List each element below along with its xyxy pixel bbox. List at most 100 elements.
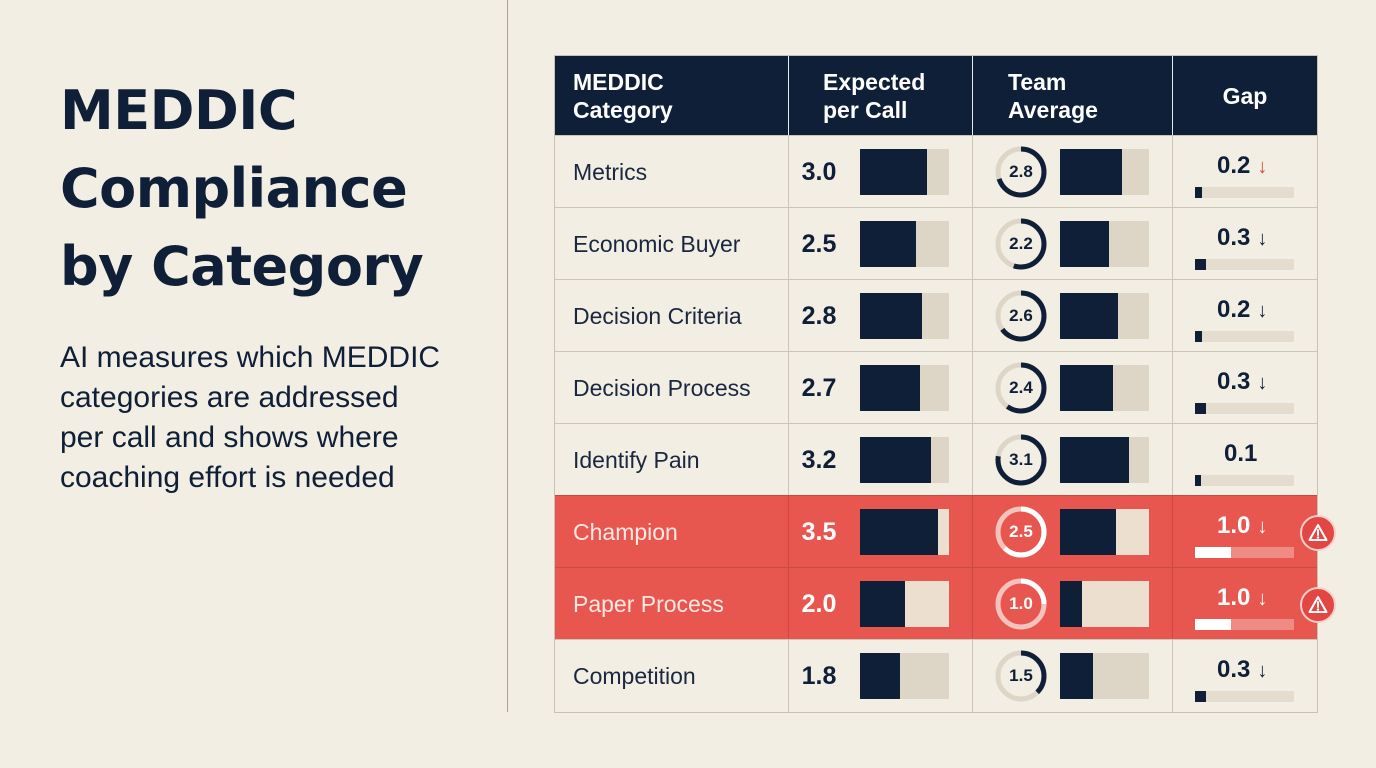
down-arrow-icon: ↓ xyxy=(1257,156,1268,178)
expected-bar xyxy=(860,581,905,627)
team-bar xyxy=(1060,221,1109,267)
table-row: Identify Pain 3.2 3.1 0.1 xyxy=(555,423,1317,496)
down-arrow-icon: ↓ xyxy=(1257,660,1268,682)
column-separator xyxy=(788,496,789,568)
table-row: Competition 1.8 1.5 0.3 ↓ xyxy=(555,639,1317,712)
team-bar-track xyxy=(1060,509,1149,555)
category-label: Identify Pain xyxy=(573,447,700,473)
ring-progress xyxy=(995,650,1047,702)
gap-bar xyxy=(1195,691,1206,702)
gap-value: 0.3 xyxy=(1217,368,1251,395)
team-average-ring xyxy=(995,506,1047,558)
page-subtitle: AI measures which MEDDIC categories are … xyxy=(60,338,480,498)
ring-progress xyxy=(995,578,1047,630)
gap-value: 0.3 xyxy=(1217,224,1251,251)
team-bar xyxy=(1060,653,1094,699)
expected-bar xyxy=(860,437,932,483)
vertical-divider xyxy=(507,0,508,712)
team-average-value: 2.2 xyxy=(1009,234,1033,253)
gap-bar xyxy=(1195,403,1206,414)
team-bar xyxy=(1060,365,1114,411)
gap-bar-track xyxy=(1195,547,1294,558)
column-separator xyxy=(1172,208,1173,280)
expected-bar-track xyxy=(860,221,949,267)
header-team: Team Average xyxy=(1008,56,1168,136)
table-row: Metrics 3.0 2.8 0.2 ↓ xyxy=(555,135,1317,208)
expected-bar xyxy=(860,149,927,195)
header-category-line: MEDDIC xyxy=(573,69,664,95)
team-bar-track xyxy=(1060,221,1149,267)
header-category-line: Category xyxy=(573,97,673,123)
column-separator xyxy=(788,568,789,640)
category-label: Metrics xyxy=(573,159,648,185)
gap-cell: 0.2 ↓ xyxy=(1195,152,1317,180)
expected-value: 2.5 xyxy=(801,230,837,258)
team-average-value: 1.5 xyxy=(1009,666,1033,685)
gap-cell: 1.0 ↓ xyxy=(1195,584,1317,612)
subtitle-line: AI measures which MEDDIC xyxy=(60,341,441,374)
team-bar-track xyxy=(1060,293,1149,339)
gap-cell: 0.3 ↓ xyxy=(1195,656,1317,684)
team-average-value: 2.5 xyxy=(1009,522,1033,541)
table-row: Paper Process 2.0 1.0 1.0 ↓ xyxy=(555,567,1336,640)
expected-bar xyxy=(860,221,916,267)
header-expected-line: per Call xyxy=(823,97,908,123)
down-arrow-icon: ↓ xyxy=(1257,372,1268,394)
gap-cell: 0.3 ↓ xyxy=(1195,368,1317,396)
team-average-ring xyxy=(995,218,1047,270)
table-row: Champion 3.5 2.5 1.0 ↓ xyxy=(555,495,1336,568)
title-line: Compliance xyxy=(60,157,408,220)
gap-value: 0.2 xyxy=(1217,296,1251,323)
team-average-ring xyxy=(995,434,1047,486)
team-bar-track xyxy=(1060,437,1149,483)
header-gap-line: Gap xyxy=(1222,83,1268,109)
header-separator xyxy=(972,56,973,136)
gap-bar xyxy=(1195,547,1231,558)
column-separator xyxy=(1172,424,1173,496)
category-label: Champion xyxy=(573,519,678,545)
team-bar xyxy=(1060,509,1116,555)
expected-bar-track xyxy=(860,509,949,555)
expected-bar xyxy=(860,365,921,411)
team-average-value: 3.1 xyxy=(1009,450,1033,469)
ring-progress xyxy=(995,362,1047,414)
gap-bar xyxy=(1195,475,1201,486)
gap-cell: 0.3 ↓ xyxy=(1195,224,1317,252)
header-team-line: Team xyxy=(1008,69,1067,95)
expected-value: 2.0 xyxy=(801,590,837,618)
header-team-line: Average xyxy=(1008,97,1098,123)
column-separator xyxy=(1172,640,1173,712)
header-expected-line: Expected xyxy=(823,69,926,95)
expected-bar-track xyxy=(860,365,949,411)
category-label: Competition xyxy=(573,663,696,689)
down-arrow-icon: ↓ xyxy=(1257,228,1268,250)
ring-progress xyxy=(995,218,1047,270)
header-separator xyxy=(1172,56,1173,136)
header-expected: Expected per Call xyxy=(823,56,993,136)
expected-bar-track xyxy=(860,581,949,627)
column-separator xyxy=(788,424,789,496)
expected-bar xyxy=(860,509,938,555)
team-bar xyxy=(1060,437,1129,483)
column-separator xyxy=(972,640,973,712)
gap-bar xyxy=(1195,331,1203,342)
meddic-table: MEDDIC Category Expected per Call Team A… xyxy=(554,55,1336,713)
category-label: Economic Buyer xyxy=(573,231,741,257)
category-label: Decision Process xyxy=(573,375,751,401)
column-separator xyxy=(1172,496,1173,568)
team-average-value: 2.8 xyxy=(1009,162,1033,181)
header-separator xyxy=(788,56,789,136)
expected-value: 2.8 xyxy=(801,302,837,330)
expected-bar xyxy=(860,293,923,339)
column-separator xyxy=(972,424,973,496)
down-arrow-icon: ↓ xyxy=(1257,516,1268,538)
header-gap: Gap xyxy=(1173,56,1317,136)
gap-bar-track xyxy=(1195,331,1294,342)
team-average-ring xyxy=(995,650,1047,702)
column-separator xyxy=(1172,136,1173,208)
ring-progress xyxy=(995,290,1047,342)
expected-value: 3.2 xyxy=(801,446,837,474)
team-bar-track xyxy=(1060,581,1149,627)
down-arrow-icon: ↓ xyxy=(1257,588,1268,610)
expected-bar-track xyxy=(860,149,949,195)
